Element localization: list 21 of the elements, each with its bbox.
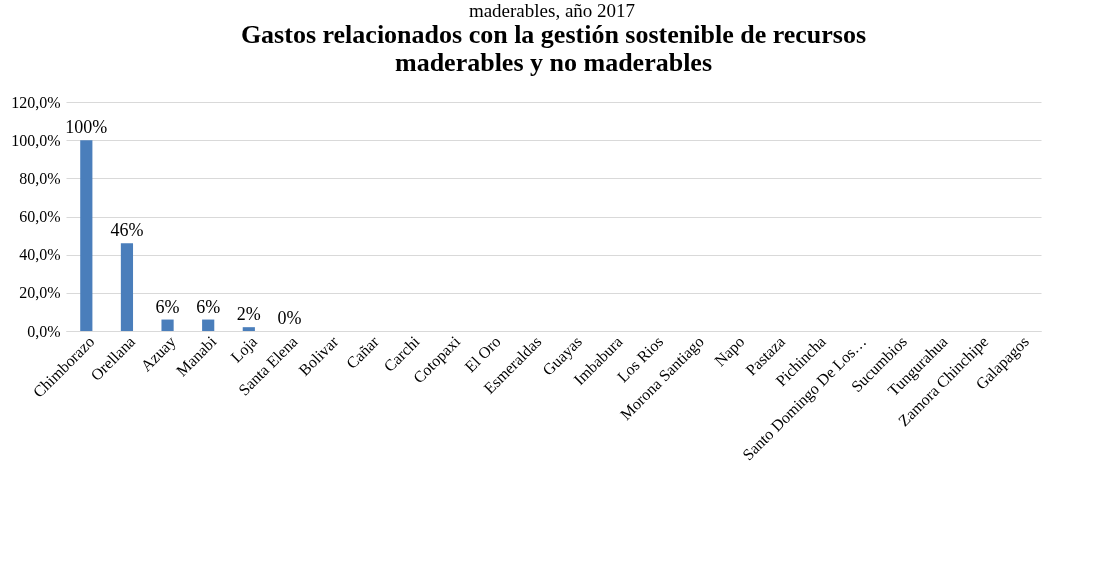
y-tick-label: 40,0% <box>19 246 61 264</box>
bar <box>202 319 215 331</box>
chart-title: Gastos relacionados con la gestión sostenible de recursos maderables y no maderables <box>240 20 867 77</box>
data-label: 46% <box>110 220 144 241</box>
text: maderables, año 2017 <box>467 0 637 22</box>
y-tick-label: 100,0% <box>11 131 61 149</box>
bar <box>80 140 93 331</box>
bar <box>242 327 255 331</box>
data-label: 2% <box>236 304 261 325</box>
y-tick-label: 20,0% <box>19 284 61 302</box>
data-label: 6% <box>196 296 221 317</box>
x-tick-label: Loja <box>227 332 261 367</box>
y-tick-label: 80,0% <box>19 169 61 187</box>
bar <box>161 319 174 331</box>
y-tick-label: 60,0% <box>19 208 61 225</box>
bar <box>120 243 134 331</box>
y-tick-label: 120,0% <box>11 93 61 111</box>
data-label: 6% <box>155 296 180 317</box>
y-tick-label: 0,0% <box>27 322 61 340</box>
data-label: 100% <box>65 117 108 138</box>
data-label: 0% <box>277 308 302 328</box>
